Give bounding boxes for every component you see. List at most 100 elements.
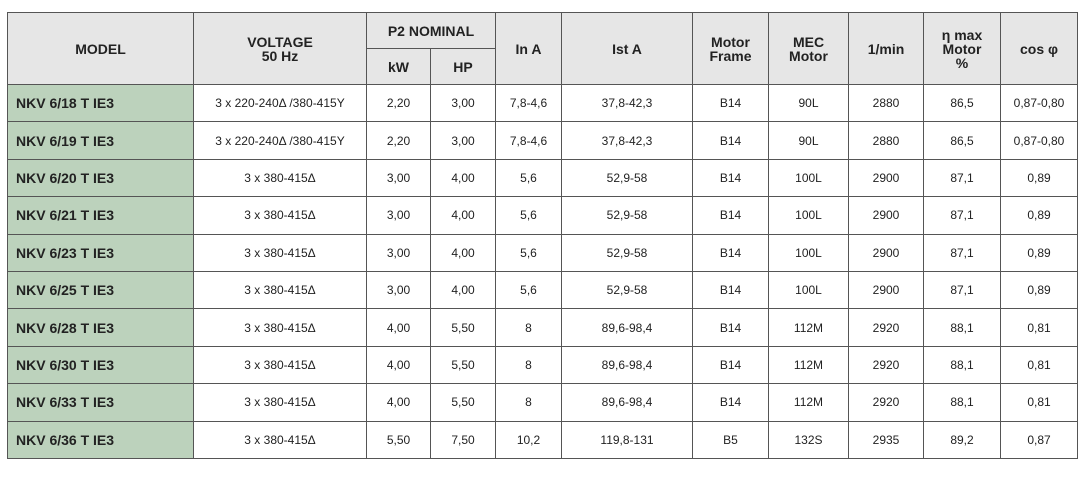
header-text: 1/min (867, 40, 905, 57)
data-cell: 3 x 380-415Δ (193, 233, 367, 272)
model-cell: NKV 6/36 T IE3 (7, 420, 194, 459)
data-cell: 3 x 380-415Δ (193, 308, 367, 347)
data-cell: 89,6-98,4 (561, 308, 693, 347)
table-row: NKV 6/20 T IE3 3 x 380-415Δ 3,00 4,00 5,6 52,… (7, 158, 1078, 198)
data-cell: 0,89 (1000, 158, 1078, 198)
data-cell: 0,81 (1000, 345, 1078, 385)
data-cell: 5,50 (366, 420, 431, 459)
data-cell: 3,00 (430, 121, 496, 160)
data-cell: 0,89 (1000, 270, 1078, 310)
data-cell: 10,2 (495, 420, 562, 459)
data-cell: 52,9-58 (561, 233, 693, 272)
data-cell: 3,00 (366, 233, 431, 272)
header-text: 50 Hz (261, 47, 299, 64)
header-text: Motor (942, 40, 982, 57)
data-cell: 4,00 (430, 270, 496, 310)
header-text: Frame (709, 47, 752, 64)
header-cell: VOLTAGE 50 Hz (193, 12, 367, 85)
data-cell: 2900 (848, 158, 924, 198)
data-cell: 2920 (848, 345, 924, 385)
data-cell: 37,8-42,3 (561, 83, 693, 123)
data-cell: 2,20 (366, 83, 431, 123)
data-cell: 2900 (848, 196, 924, 235)
header-cell: kW (366, 48, 431, 85)
data-cell: 89,6-98,4 (561, 383, 693, 422)
header-text: Motor (711, 33, 750, 50)
data-cell: 0,87 (1000, 420, 1078, 459)
data-cell: B14 (692, 270, 769, 310)
data-cell: 100L (768, 270, 849, 310)
header-cell: 1/min (848, 12, 924, 85)
data-cell: 2900 (848, 270, 924, 310)
header-cell: cos φ (1000, 12, 1078, 85)
data-cell: 3 x 220-240Δ /380-415Y (193, 83, 367, 123)
data-cell: 88,1 (923, 345, 1001, 385)
data-cell: 5,6 (495, 196, 562, 235)
data-cell: 8 (495, 308, 562, 347)
data-cell: 112M (768, 383, 849, 422)
data-cell: 7,50 (430, 420, 496, 459)
model-cell: NKV 6/20 T IE3 (7, 158, 194, 198)
data-cell: 5,50 (430, 308, 496, 347)
table-row: NKV 6/21 T IE3 3 x 380-415Δ 3,00 4,00 5,6 52,… (7, 196, 1078, 235)
data-cell: 2900 (848, 233, 924, 272)
data-cell: 5,6 (495, 158, 562, 198)
data-cell: 4,00 (366, 345, 431, 385)
table-row: NKV 6/33 T IE3 3 x 380-415Δ 4,00 5,50 8 89,6-… (7, 383, 1078, 422)
data-cell: 89,6-98,4 (561, 345, 693, 385)
data-cell: 100L (768, 196, 849, 235)
table-row: NKV 6/36 T IE3 3 x 380-415Δ 5,50 7,50 10,2 11… (7, 420, 1078, 459)
data-cell: 86,5 (923, 121, 1001, 160)
header-text: P2 NOMINAL (387, 22, 475, 39)
data-cell: 4,00 (430, 196, 496, 235)
data-cell: 112M (768, 308, 849, 347)
data-cell: B14 (692, 383, 769, 422)
data-cell: 3,00 (430, 83, 496, 123)
data-cell: 3,00 (366, 196, 431, 235)
data-cell: 5,50 (430, 383, 496, 422)
data-cell: 87,1 (923, 233, 1001, 272)
data-cell: B14 (692, 158, 769, 198)
header-text: Motor (789, 47, 828, 64)
data-cell: B14 (692, 196, 769, 235)
model-cell: NKV 6/30 T IE3 (7, 345, 194, 385)
data-cell: 4,00 (366, 383, 431, 422)
data-cell: 88,1 (923, 383, 1001, 422)
data-cell: 3 x 380-415Δ (193, 345, 367, 385)
header-cell: In A (495, 12, 562, 85)
data-cell: 7,8-4,6 (495, 121, 562, 160)
data-cell: 3,00 (366, 270, 431, 310)
data-cell: 2880 (848, 83, 924, 123)
spec-table: MODEL VOLTAGE 50 Hz P2 NOMINAL In A Ist A… (7, 12, 1078, 459)
header-cell: η max Motor% (923, 12, 1001, 85)
model-cell: NKV 6/23 T IE3 (7, 233, 194, 272)
header-cell: P2 NOMINAL (366, 12, 496, 49)
data-cell: 4,00 (366, 308, 431, 347)
data-cell: 52,9-58 (561, 270, 693, 310)
data-cell: 87,1 (923, 196, 1001, 235)
header-text: HP (453, 58, 473, 75)
data-cell: 2935 (848, 420, 924, 459)
table-row: NKV 6/19 T IE3 3 x 220-240Δ /380-415Y 2,20… (7, 121, 1078, 160)
data-cell: 87,1 (923, 270, 1001, 310)
table-row: NKV 6/23 T IE3 3 x 380-415Δ 3,00 4,00 5,6 52,… (7, 233, 1078, 272)
header-text: % (955, 54, 969, 71)
data-cell: 3 x 380-415Δ (193, 383, 367, 422)
data-cell: 52,9-58 (561, 158, 693, 198)
data-cell: 0,81 (1000, 308, 1078, 347)
data-cell: 4,00 (430, 233, 496, 272)
header-text: η max (941, 26, 983, 43)
header-text: kW (388, 58, 409, 75)
data-cell: 0,89 (1000, 196, 1078, 235)
header-cell: Motor Frame (692, 12, 769, 85)
data-cell: 2920 (848, 383, 924, 422)
data-cell: 52,9-58 (561, 196, 693, 235)
data-cell: 90L (768, 121, 849, 160)
data-cell: B14 (692, 233, 769, 272)
header-text: MODEL (75, 40, 126, 57)
data-cell: B14 (692, 83, 769, 123)
data-cell: 5,6 (495, 233, 562, 272)
header-text: VOLTAGE (247, 33, 313, 50)
header-cell: Ist A (561, 12, 693, 85)
data-cell: B14 (692, 121, 769, 160)
